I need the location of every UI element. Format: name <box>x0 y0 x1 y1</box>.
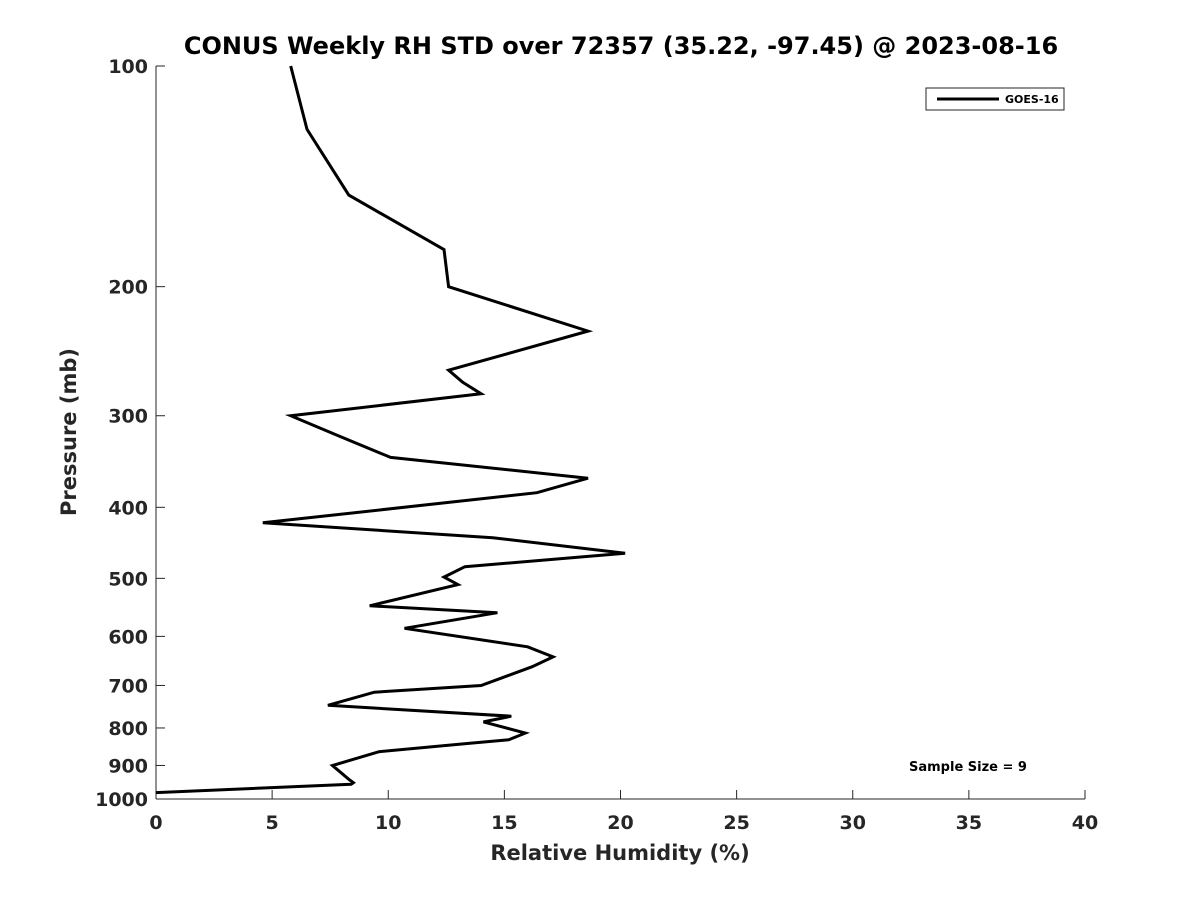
x-tick-label: 10 <box>375 812 401 834</box>
y-ticks: 100 200 300 400 500 600 700 800 900 1000 <box>95 56 165 811</box>
x-tick-label: 0 <box>149 812 162 834</box>
y-tick-label: 300 <box>108 406 148 428</box>
y-tick-label: 500 <box>108 568 148 590</box>
y-tick-label: 700 <box>108 675 148 697</box>
x-tick-label: 15 <box>491 812 517 834</box>
y-tick-label: 900 <box>108 755 148 777</box>
y-tick-label: 800 <box>108 718 148 740</box>
x-tick-label: 40 <box>1072 812 1098 834</box>
series-line-0 <box>155 65 626 795</box>
y-tick-label: 1000 <box>95 789 148 811</box>
y-tick-label: 600 <box>108 626 148 648</box>
x-tick-label: 5 <box>266 812 279 834</box>
y-tick-label: 100 <box>108 56 148 78</box>
y-tick-label: 400 <box>108 497 148 519</box>
x-tick-label: 35 <box>956 812 982 834</box>
x-tick-label: 25 <box>723 812 749 834</box>
legend: GOES-16 <box>925 87 1065 111</box>
legend-label: GOES-16 <box>1005 93 1059 106</box>
x-ticks: 0 5 10 15 20 25 30 35 40 <box>149 790 1098 834</box>
x-tick-label: 30 <box>840 812 866 834</box>
x-axis-label: Relative Humidity (%) <box>490 841 749 865</box>
sample-size-annotation: Sample Size = 9 <box>909 760 1027 775</box>
y-axis-label: Pressure (mb) <box>57 348 81 516</box>
y-tick-label: 200 <box>108 277 148 299</box>
chart-title: CONUS Weekly RH STD over 72357 (35.22, -… <box>184 32 1058 60</box>
x-tick-label: 20 <box>607 812 633 834</box>
series-layer <box>155 65 626 795</box>
